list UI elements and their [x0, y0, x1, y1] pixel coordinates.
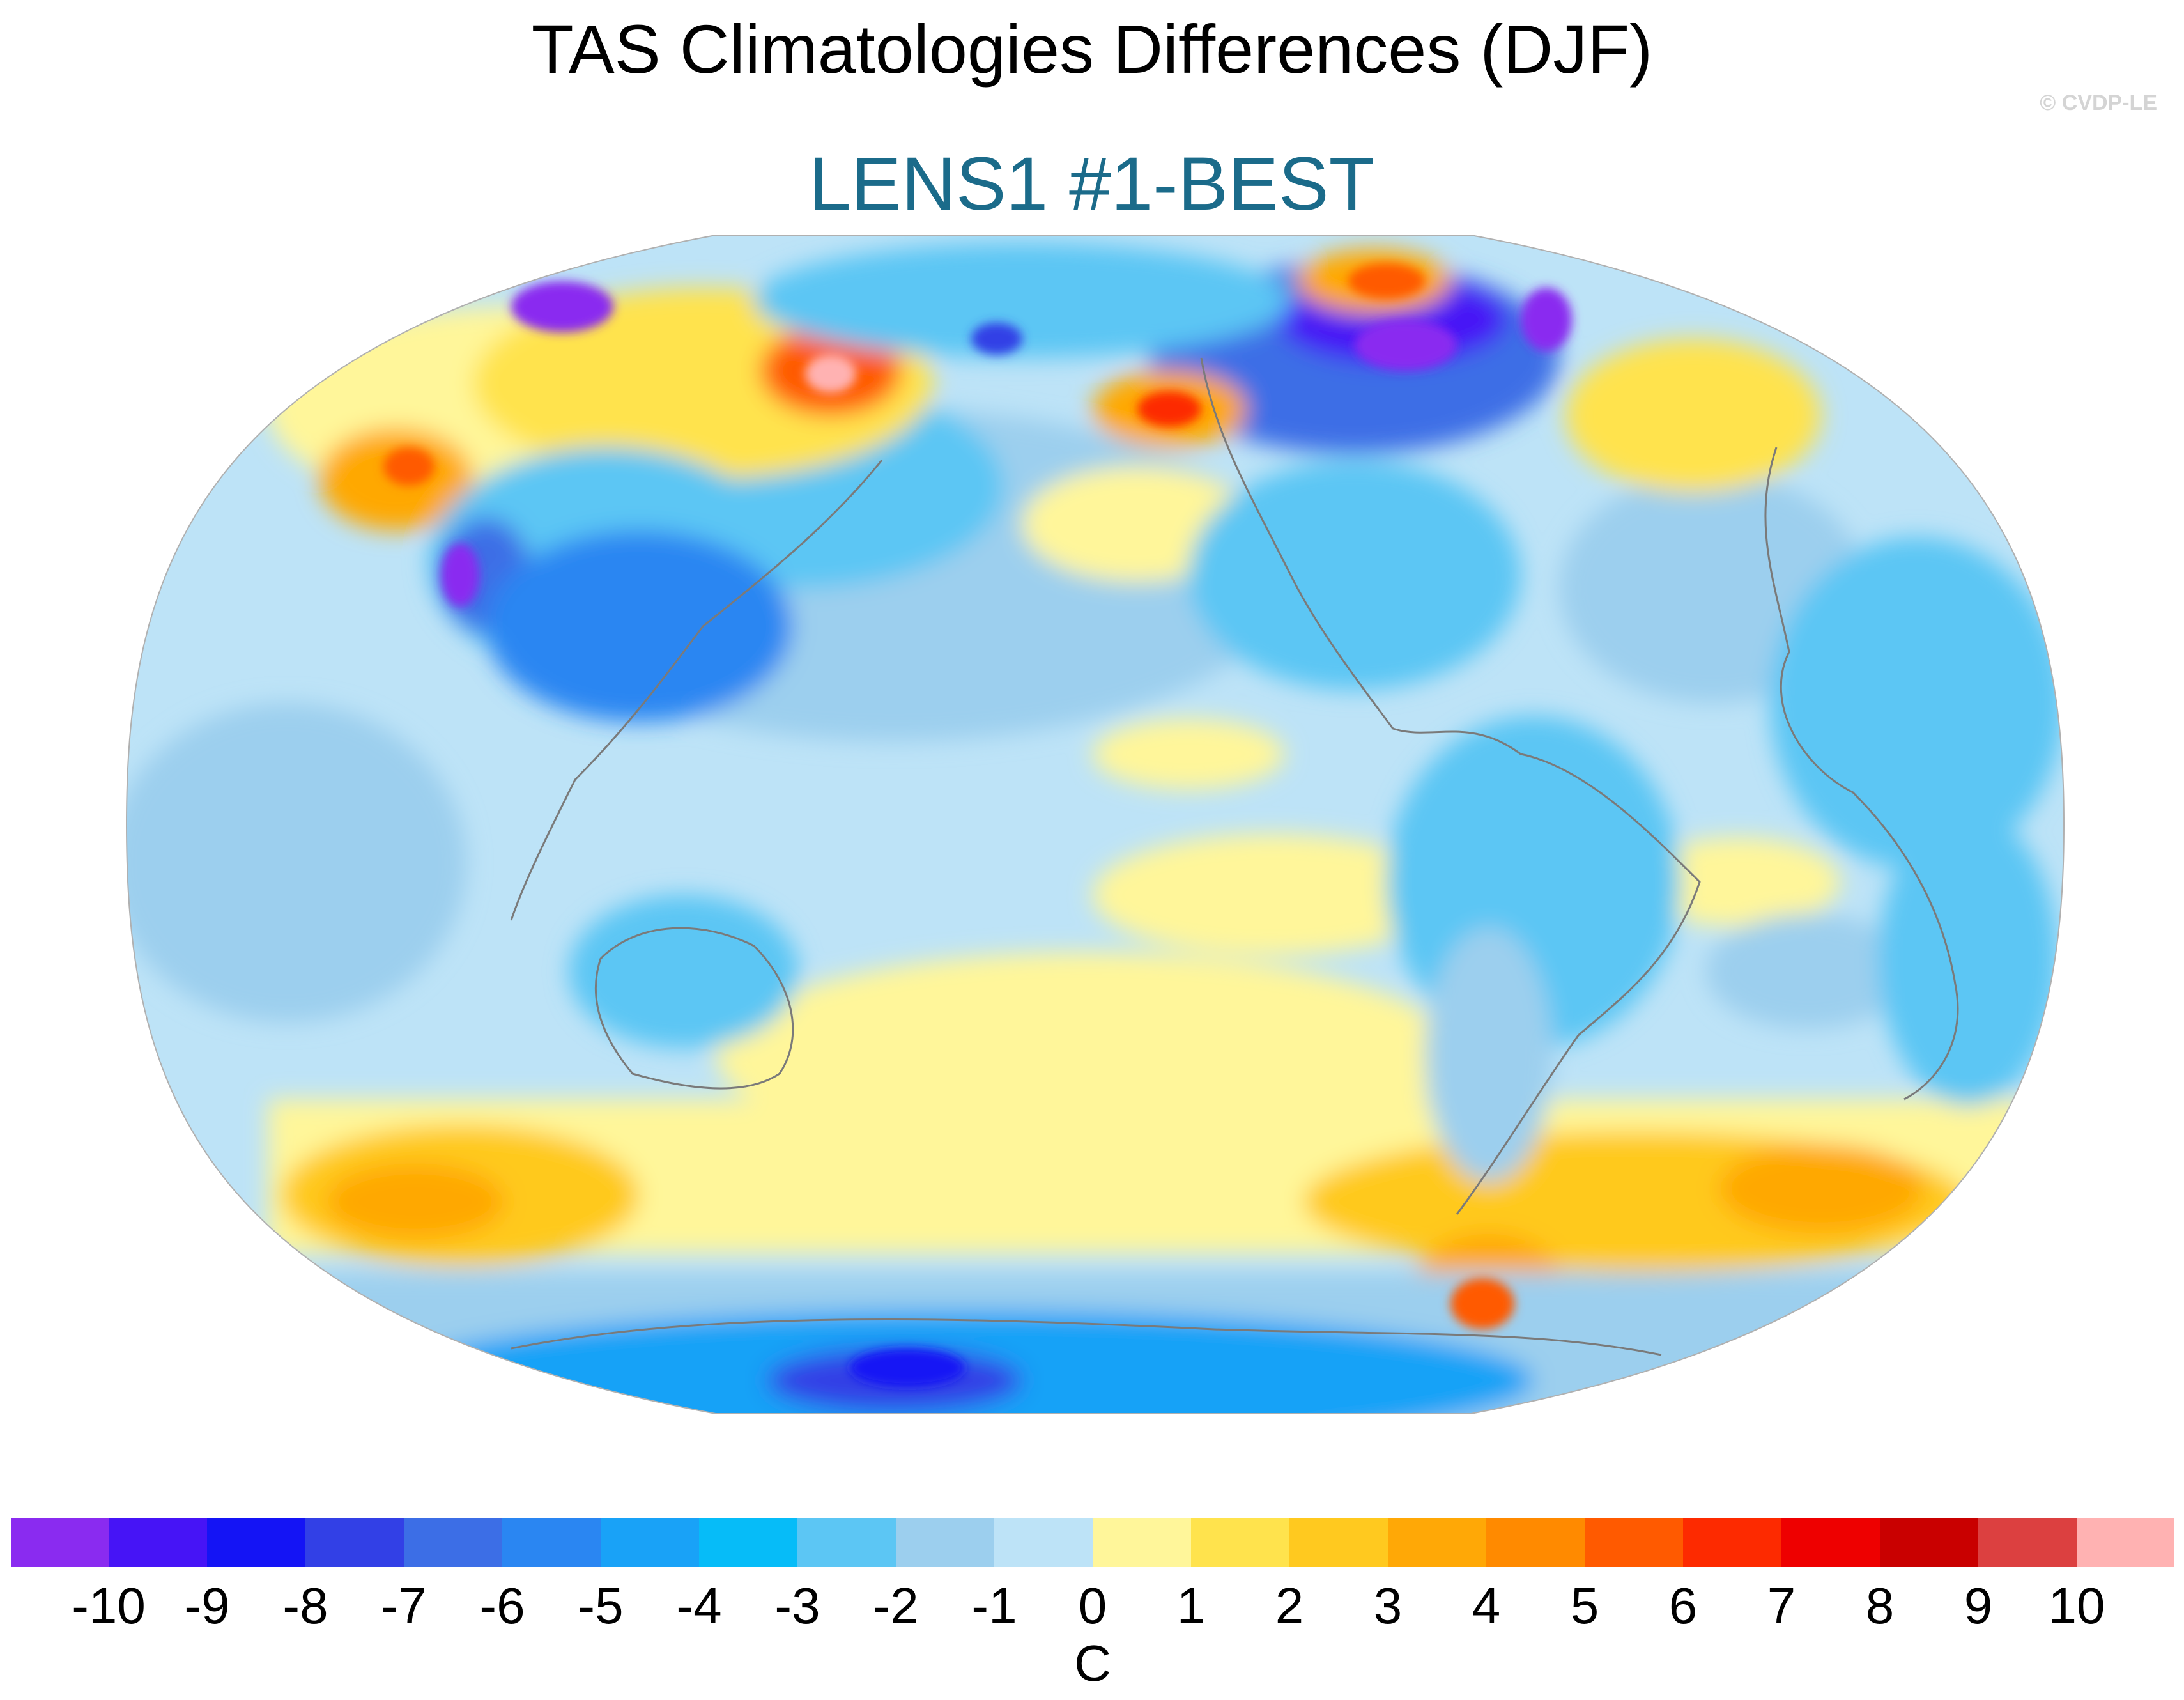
colorbar-tick-label: 1 [1177, 1577, 1206, 1634]
colorbar-swatch [207, 1518, 306, 1568]
colorbar-swatch [1093, 1518, 1192, 1568]
colorbar-swatch [896, 1518, 995, 1568]
field-east-equatorial [1093, 834, 1450, 955]
colorbar-swatch [699, 1518, 798, 1568]
colorbar-swatch [601, 1518, 700, 1568]
field-australia [569, 895, 799, 1048]
coastline-australia [594, 927, 794, 1090]
colorbar-swatch [1880, 1518, 1979, 1568]
colorbar-swatch [2077, 1518, 2176, 1568]
colorbar-swatch [1683, 1518, 1782, 1568]
colorbar-tick-label: -8 [282, 1577, 328, 1634]
colorbar-swatch [404, 1518, 503, 1568]
colorbar-tick-label: 7 [1767, 1577, 1796, 1634]
colorbar-swatch [1388, 1518, 1487, 1568]
colorbar-unit: C [1074, 1635, 1111, 1692]
colorbar-swatch [1978, 1518, 2077, 1568]
colorbar-tick-label: 2 [1275, 1577, 1304, 1634]
colorbar-swatch [994, 1518, 1093, 1568]
map-border [125, 235, 2065, 1414]
colorbar-tick-label: 0 [1079, 1577, 1107, 1634]
colorbar-tick-label: 8 [1866, 1577, 1895, 1634]
colorbar-tick-label: -2 [873, 1577, 918, 1634]
colorbar-tick-label: 9 [1964, 1577, 1993, 1634]
colorbar-tick-label: 10 [2049, 1577, 2105, 1634]
colorbar-swatch [305, 1518, 404, 1568]
colorbar-frame [10, 1517, 2176, 1568]
colorbar-swatch [1289, 1518, 1388, 1568]
figure-title: TAS Climatologies Differences (DJF) [531, 10, 1653, 88]
colorbar-tick-label: 4 [1472, 1577, 1501, 1634]
coastline-africa [1764, 447, 1959, 1101]
colorbar-tick-label: -3 [774, 1577, 820, 1634]
coastline-antarctica [511, 1318, 1662, 1356]
colorbar-swatch [1486, 1518, 1585, 1568]
colorbar-tick-label: 6 [1669, 1577, 1698, 1634]
colorbar-tick-label: 3 [1374, 1577, 1403, 1634]
colorbar-swatch [502, 1518, 601, 1568]
colorbar-swatch [109, 1518, 208, 1568]
colorbar-tick-label: -5 [578, 1577, 623, 1634]
colorbar-swatch [1191, 1518, 1290, 1568]
colorbar-tick-label: -10 [72, 1577, 146, 1634]
figure-subtitle: LENS1 #1-BEST [809, 142, 1375, 226]
coastline-americas [1200, 357, 1701, 1215]
colorbar-swatch [797, 1518, 896, 1568]
colorbar-swatch [1585, 1518, 1684, 1568]
coastlines [510, 357, 1959, 1356]
credit-watermark: © CVDP-LE [2040, 91, 2157, 115]
colorbar-tick-label: 5 [1571, 1577, 1599, 1634]
colorbar-tick-label: -1 [971, 1577, 1017, 1634]
colorbar-swatch [10, 1518, 109, 1568]
temperature-field [127, 235, 2064, 1414]
colorbar-tick-label: -7 [381, 1577, 426, 1634]
colorbar-tick-label: -4 [676, 1577, 721, 1634]
coastline-asia [510, 460, 883, 921]
colorbar-tick-label: -6 [479, 1577, 525, 1634]
colorbar-swatch [1781, 1518, 1880, 1568]
colorbar-tick-label: -9 [184, 1577, 229, 1634]
